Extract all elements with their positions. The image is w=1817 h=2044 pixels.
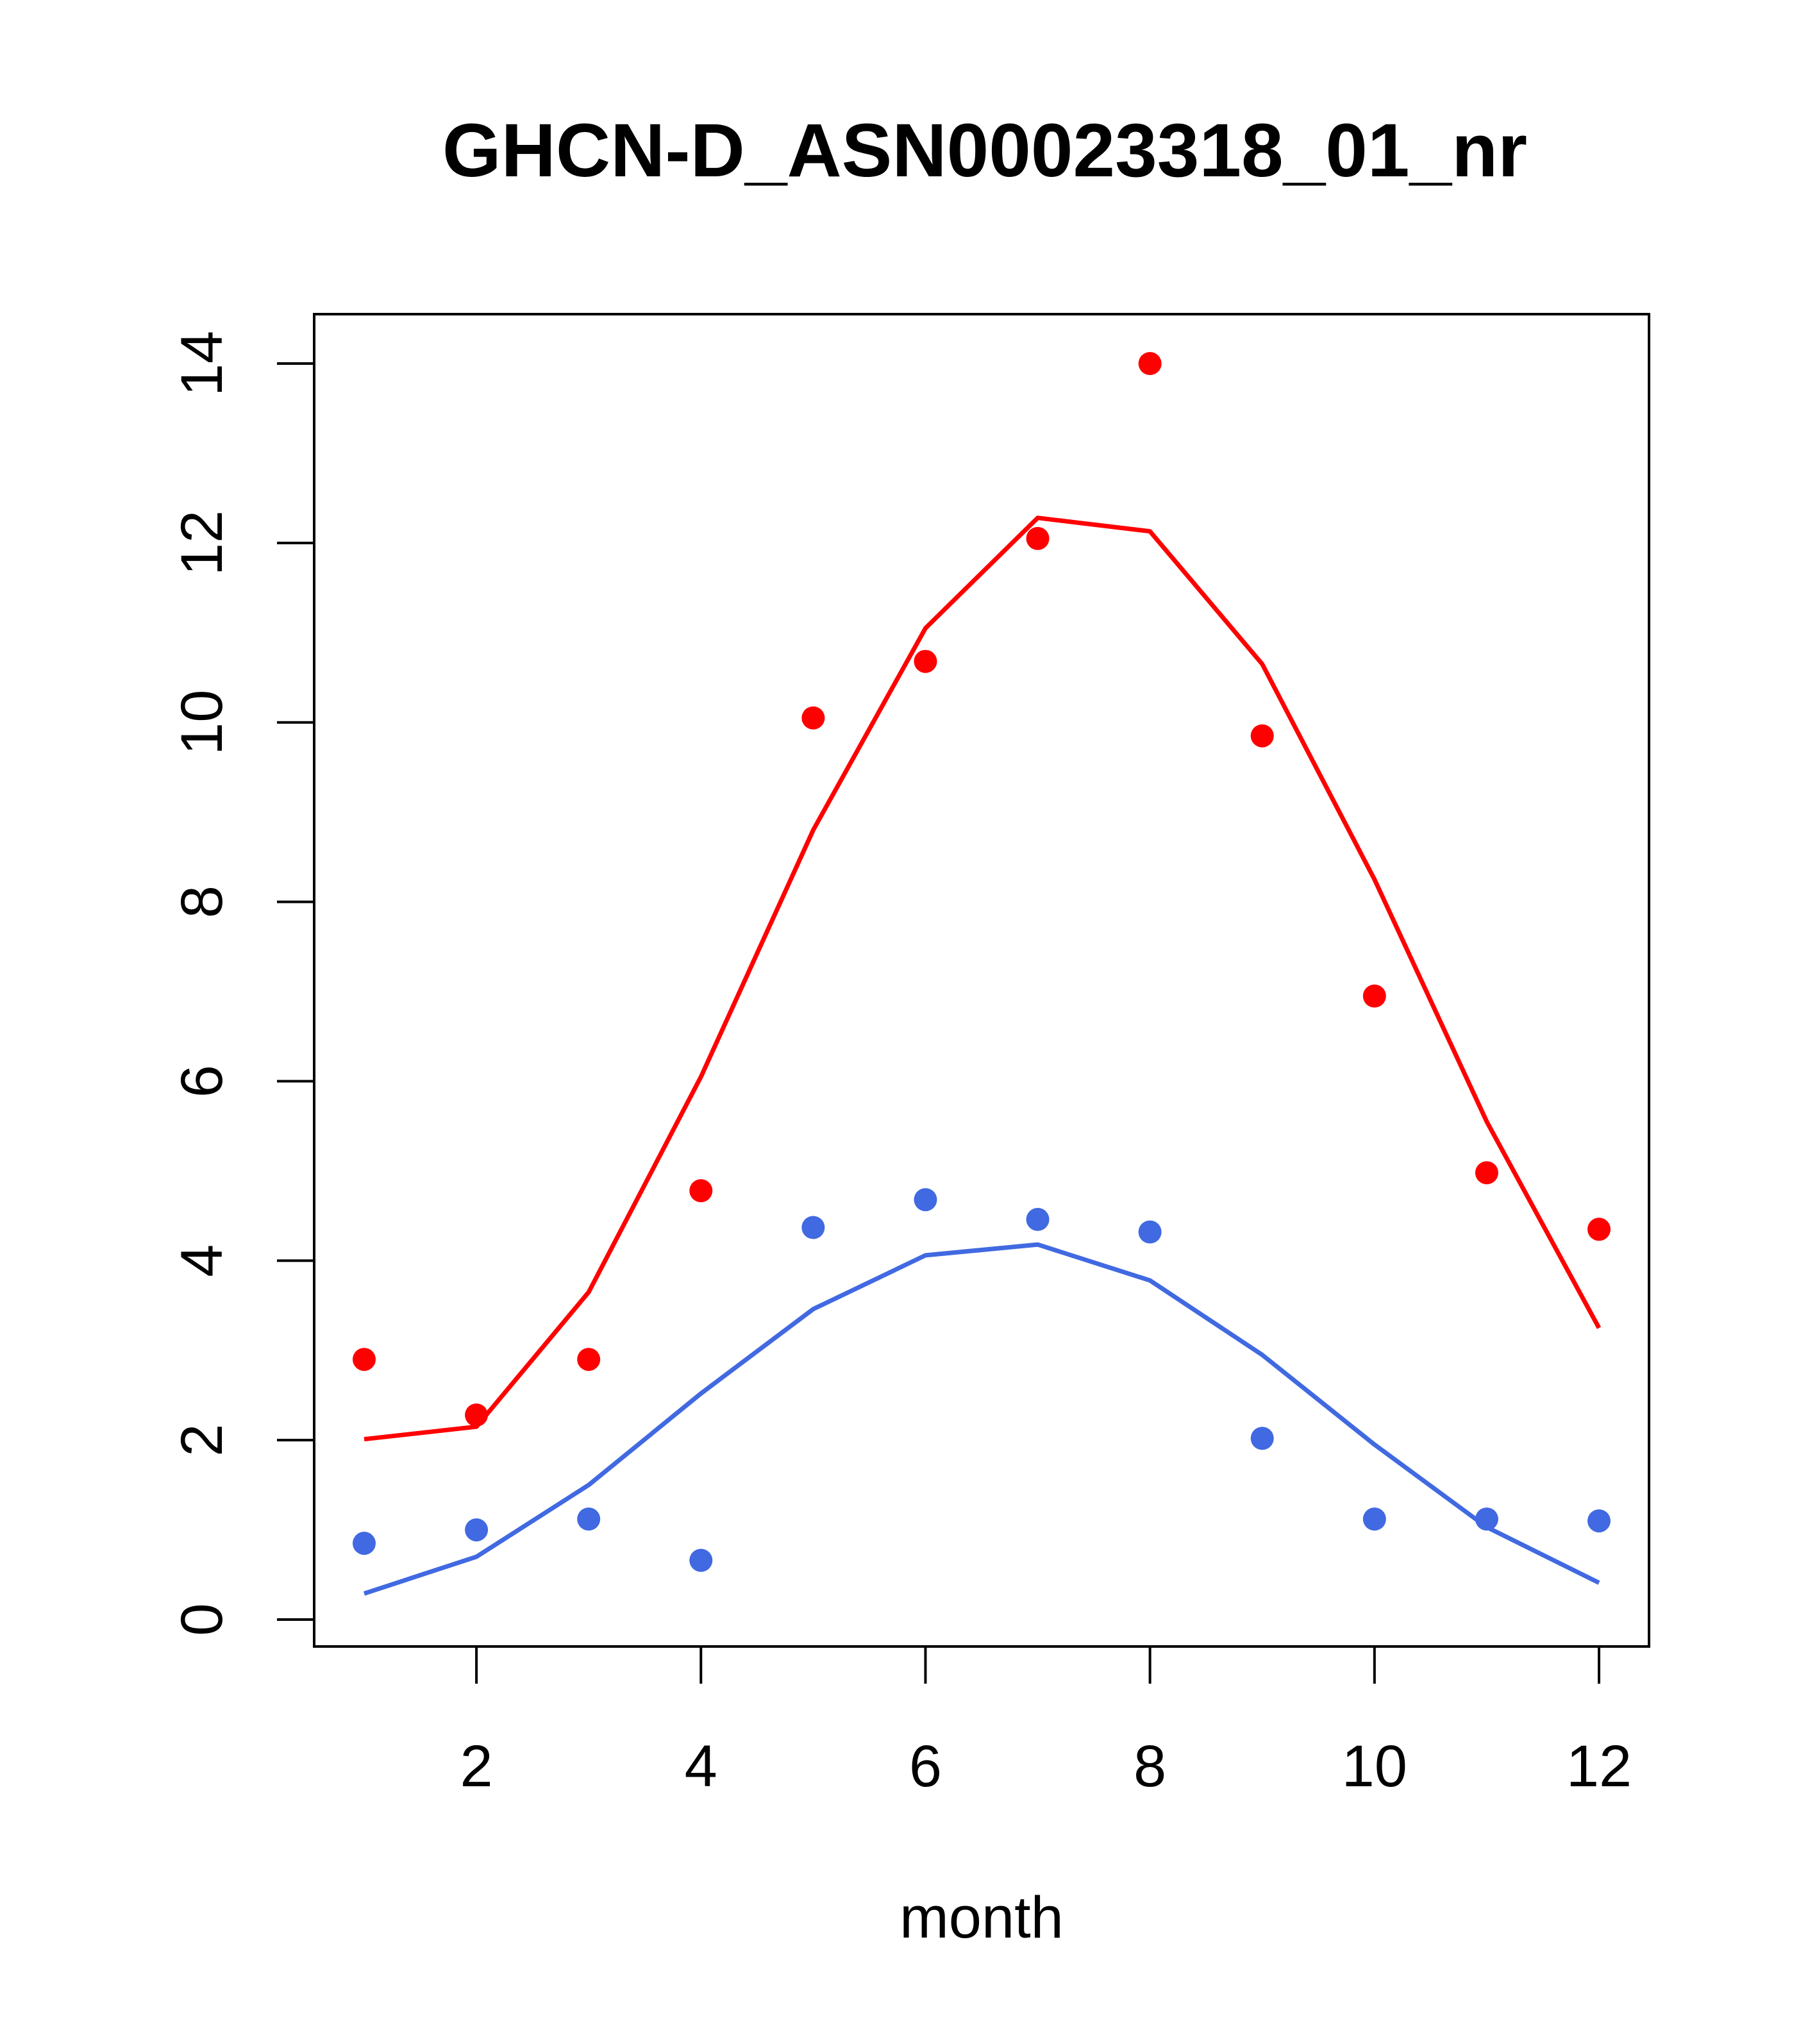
y-tick-label: 10 <box>169 690 235 755</box>
x-axis: 2 4 6 8 10 12 <box>460 1645 1632 1799</box>
x-tick-label: 2 <box>460 1734 493 1799</box>
y-tick-label: 14 <box>169 331 235 396</box>
y-tick-label: 0 <box>169 1603 235 1636</box>
data-point <box>353 1348 376 1371</box>
data-point <box>1587 1509 1611 1533</box>
data-point <box>1250 1427 1274 1450</box>
x-axis-title: month <box>900 1885 1064 1950</box>
data-point <box>801 1216 825 1239</box>
y-tick-label: 2 <box>169 1424 235 1457</box>
x-tick-label: 4 <box>685 1734 717 1799</box>
data-point <box>801 706 825 730</box>
y-tick-label: 8 <box>169 885 235 918</box>
x-tick-label: 6 <box>909 1734 942 1799</box>
data-point <box>577 1348 601 1371</box>
data-point <box>689 1179 713 1203</box>
data-point <box>914 1188 937 1212</box>
data-point <box>1250 724 1274 748</box>
data-point <box>1587 1218 1611 1241</box>
y-tick-label: 6 <box>169 1065 235 1098</box>
chart-title: GHCN-D_ASN00023318_01_nr <box>442 108 1527 193</box>
data-point <box>1026 526 1050 550</box>
data-point <box>465 1403 489 1427</box>
x-tick-label: 10 <box>1342 1734 1407 1799</box>
x-tick-label: 8 <box>1134 1734 1166 1799</box>
series-layer <box>353 352 1611 1596</box>
data-point <box>914 649 937 673</box>
data-point <box>577 1507 601 1531</box>
x-tick-label: 12 <box>1566 1734 1632 1799</box>
series-line-1 <box>364 515 1602 1442</box>
data-point <box>689 1548 713 1572</box>
data-point <box>1138 1220 1162 1244</box>
data-point <box>353 1532 376 1555</box>
y-tick-label: 4 <box>169 1244 235 1277</box>
data-point <box>465 1518 489 1542</box>
data-point <box>1362 1507 1386 1531</box>
data-point <box>1475 1161 1498 1185</box>
series-line-3 <box>363 1242 1600 1596</box>
data-point <box>1026 1207 1050 1231</box>
y-tick-label: 12 <box>169 510 235 576</box>
plot-frame <box>313 313 1650 1648</box>
data-point <box>1362 984 1386 1008</box>
y-axis: 0 2 4 6 8 10 12 14 <box>169 331 315 1636</box>
data-point <box>1475 1507 1498 1531</box>
data-point <box>1138 352 1162 375</box>
